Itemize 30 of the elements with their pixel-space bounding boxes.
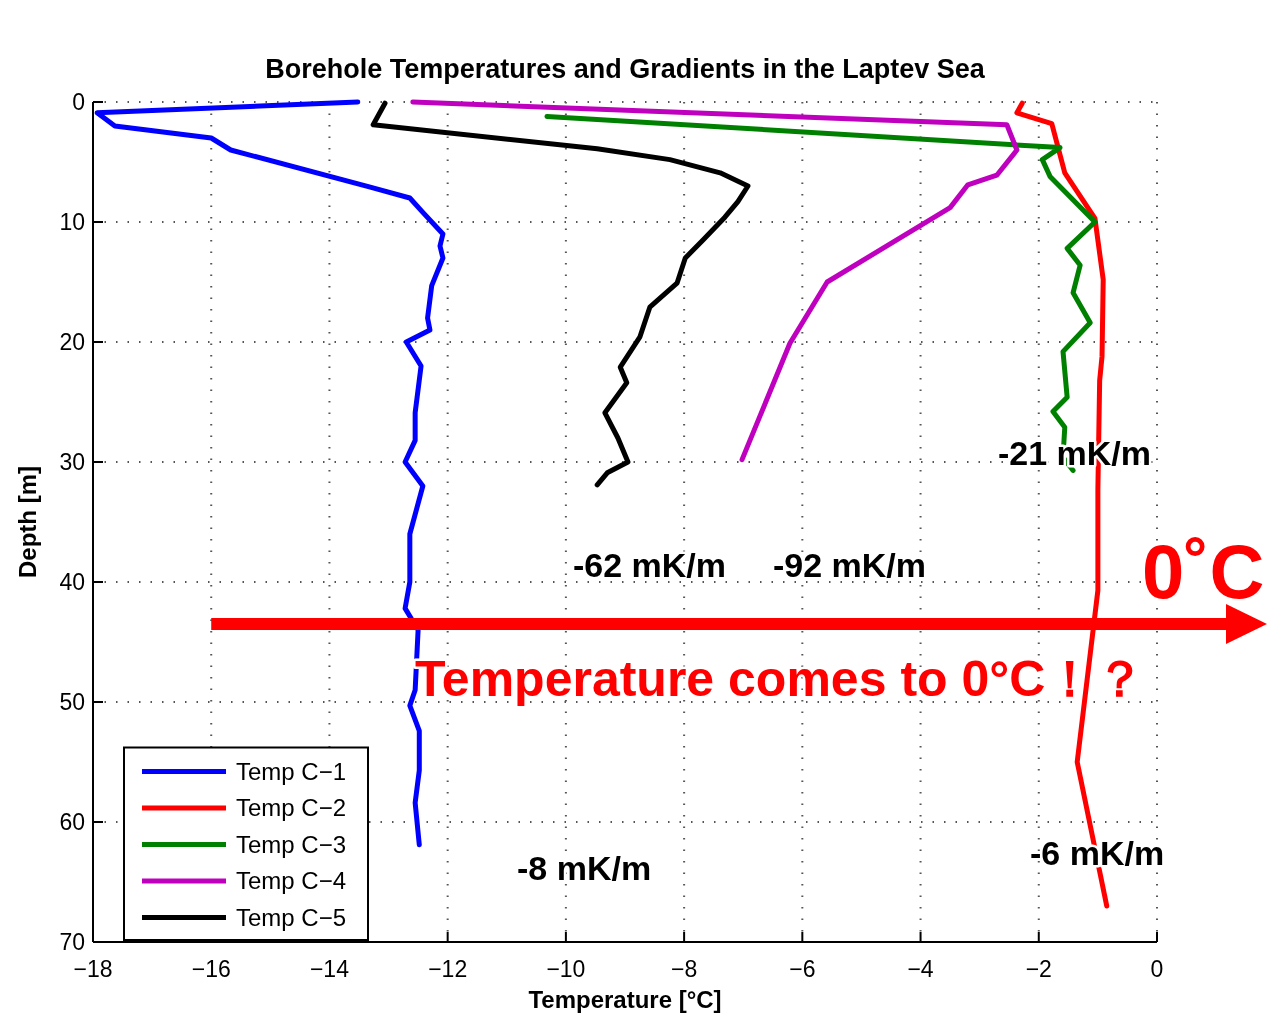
x-tick-label: −16: [191, 956, 231, 982]
legend-label: Temp C−5: [236, 903, 347, 931]
x-tick-label: −4: [907, 956, 934, 982]
x-tick-label: −18: [73, 956, 113, 982]
x-tick-label: −2: [1025, 956, 1052, 982]
y-tick-label: 10: [59, 209, 85, 235]
annotation: -92 mK/m: [773, 546, 927, 584]
x-tick-label: −12: [428, 956, 468, 982]
y-tick-label: 30: [59, 449, 85, 475]
y-tick-label: 40: [59, 569, 85, 595]
annotation: -62 mK/m: [573, 546, 727, 584]
y-tick-label: 20: [59, 329, 85, 355]
x-tick-label: −8: [670, 956, 698, 982]
legend-label: Temp C−1: [236, 757, 347, 785]
legend-label: Temp C−2: [236, 794, 347, 821]
x-axis-title: Temperature [°C]: [528, 986, 722, 1013]
chart-title: Borehole Temperatures and Gradients in the Laptev Sea: [265, 54, 986, 84]
annotation: 0˚C: [1142, 529, 1265, 614]
legend-label: Temp C−3: [236, 830, 347, 858]
x-tick-label: 0: [1150, 956, 1164, 982]
x-tick-label: −6: [789, 956, 816, 982]
legend-label: Temp C−4: [236, 867, 347, 894]
x-tick-label: −14: [309, 956, 350, 982]
x-tick-label: −10: [546, 956, 586, 982]
annotation: -8 mK/m: [517, 849, 652, 887]
y-tick-label: 0: [72, 89, 85, 115]
y-tick-label: 70: [59, 929, 85, 955]
y-axis-title: Depth [m]: [14, 466, 41, 578]
y-tick-label: 50: [59, 689, 85, 715]
y-tick-label: 60: [59, 809, 85, 835]
